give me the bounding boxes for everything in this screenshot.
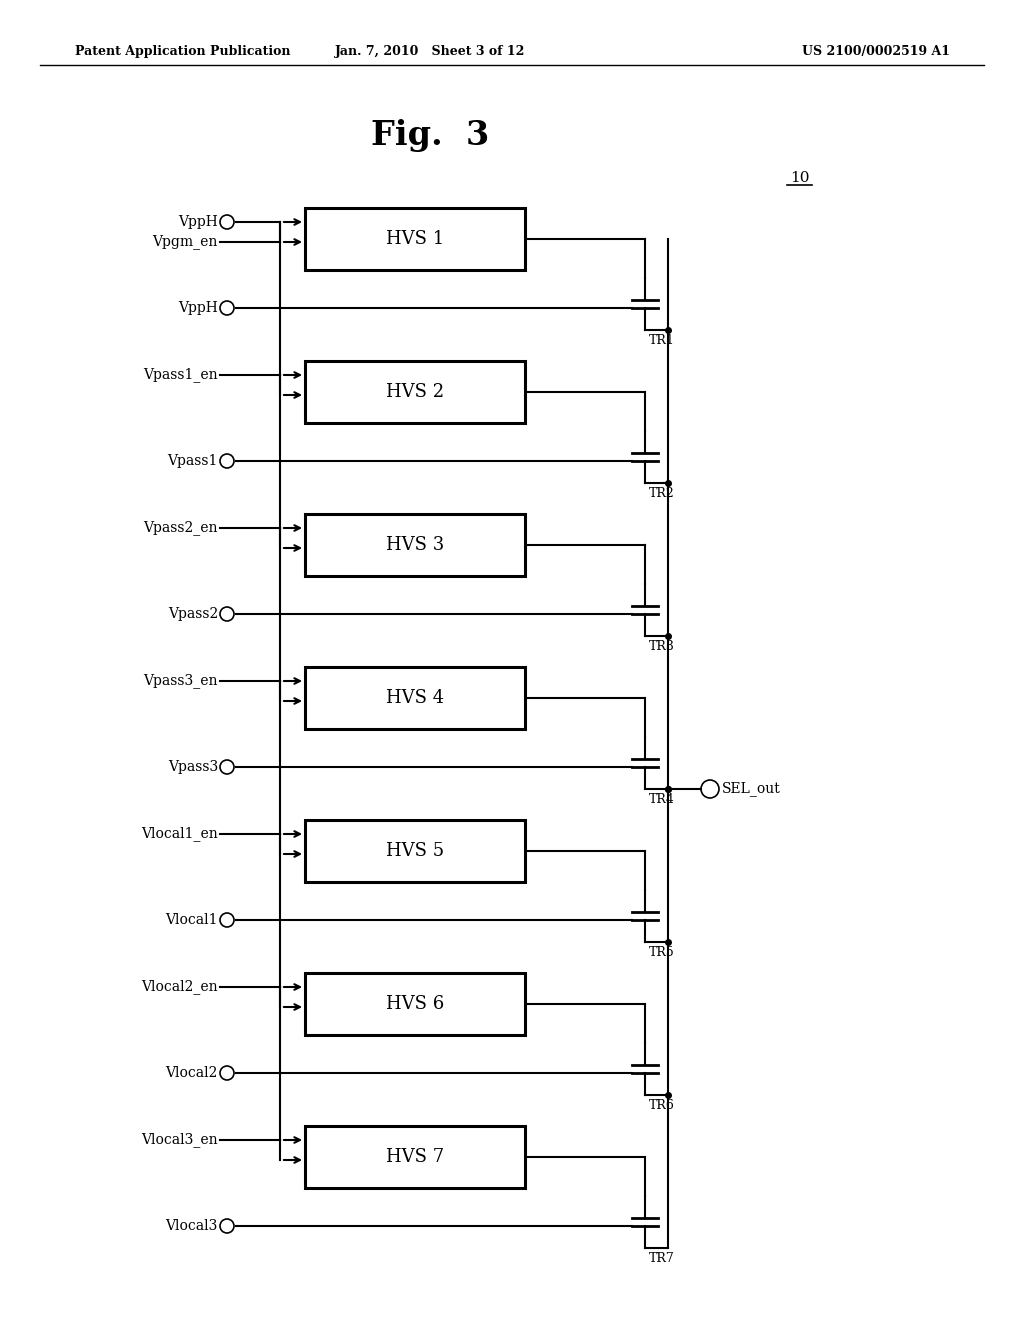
- Text: HVS 5: HVS 5: [386, 842, 444, 861]
- Text: TR5: TR5: [649, 946, 675, 960]
- Text: Vpass3_en: Vpass3_en: [143, 673, 218, 689]
- Text: HVS 1: HVS 1: [386, 230, 444, 248]
- Text: HVS 2: HVS 2: [386, 383, 444, 401]
- Text: TR1: TR1: [649, 334, 675, 347]
- Text: HVS 6: HVS 6: [386, 995, 444, 1012]
- Text: Vlocal3: Vlocal3: [166, 1218, 218, 1233]
- Text: Vpgm_en: Vpgm_en: [153, 235, 218, 249]
- Text: Vpass2: Vpass2: [168, 607, 218, 620]
- Text: Vlocal2: Vlocal2: [166, 1067, 218, 1080]
- Bar: [305, 973, 525, 1035]
- Text: HVS 7: HVS 7: [386, 1148, 444, 1166]
- Text: Patent Application Publication: Patent Application Publication: [75, 45, 291, 58]
- Bar: [305, 513, 525, 576]
- Text: TR2: TR2: [649, 487, 675, 500]
- Bar: [305, 360, 525, 422]
- Text: Vpass1: Vpass1: [168, 454, 218, 469]
- Text: TR7: TR7: [649, 1251, 675, 1265]
- Text: Vlocal1_en: Vlocal1_en: [141, 826, 218, 841]
- Text: Vpass3: Vpass3: [168, 760, 218, 774]
- Text: VppH: VppH: [178, 215, 218, 228]
- Text: TR6: TR6: [649, 1100, 675, 1111]
- Bar: [305, 820, 525, 882]
- Text: VppH: VppH: [178, 301, 218, 315]
- Text: TR4: TR4: [649, 793, 675, 807]
- Text: Fig.  3: Fig. 3: [371, 119, 489, 152]
- Bar: [305, 209, 525, 271]
- Text: SEL_out: SEL_out: [722, 781, 780, 796]
- Text: TR3: TR3: [649, 640, 675, 653]
- Text: Vlocal2_en: Vlocal2_en: [141, 979, 218, 994]
- Text: US 2100/0002519 A1: US 2100/0002519 A1: [802, 45, 950, 58]
- Text: HVS 4: HVS 4: [386, 689, 444, 708]
- Text: HVS 3: HVS 3: [386, 536, 444, 554]
- Text: Vlocal3_en: Vlocal3_en: [141, 1133, 218, 1147]
- Bar: [305, 1126, 525, 1188]
- Text: 10: 10: [791, 172, 810, 185]
- Bar: [305, 667, 525, 729]
- Text: Jan. 7, 2010   Sheet 3 of 12: Jan. 7, 2010 Sheet 3 of 12: [335, 45, 525, 58]
- Text: Vlocal1: Vlocal1: [166, 913, 218, 927]
- Text: Vpass1_en: Vpass1_en: [143, 367, 218, 383]
- Text: Vpass2_en: Vpass2_en: [143, 520, 218, 536]
